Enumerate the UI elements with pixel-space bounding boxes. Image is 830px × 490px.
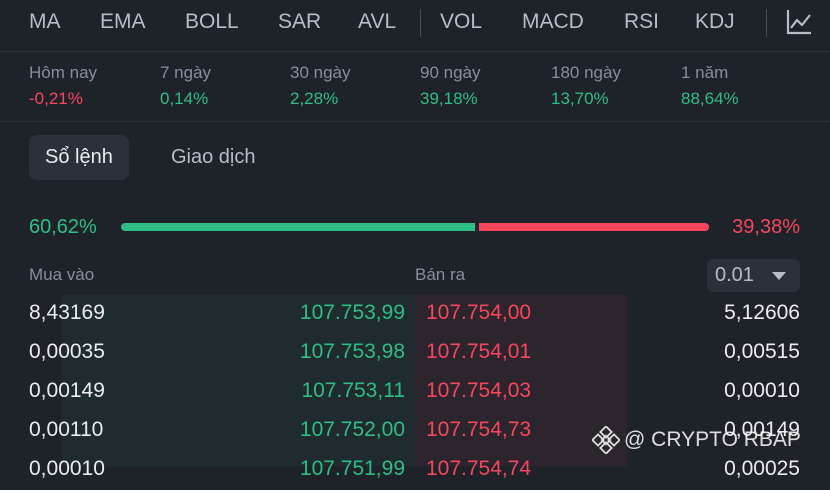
perf-value: 39,18% xyxy=(420,89,478,108)
sell-column-header: Bán ra xyxy=(415,265,466,284)
perf-label: 180 ngày xyxy=(551,63,621,82)
performance-summary: Hôm nay -0,21% 7 ngày 0,14% 30 ngày 2,28… xyxy=(0,52,830,122)
bid-depth-shade xyxy=(62,295,415,466)
perf-value: -0,21% xyxy=(29,89,83,108)
ask-price[interactable]: 107.754,74 xyxy=(426,457,532,480)
ask-depth-shade xyxy=(415,295,627,466)
precision-value: 0.01 xyxy=(715,264,754,286)
perf-value: 88,64% xyxy=(681,89,739,108)
indicator-avl[interactable]: AVL xyxy=(358,10,397,33)
perf-90d: 90 ngày 39,18% xyxy=(420,63,481,109)
perf-value: 0,14% xyxy=(160,89,209,108)
indicator-divider xyxy=(420,9,421,37)
watermark-text: @ CRYPTO RBAP xyxy=(624,428,801,451)
perf-7d: 7 ngày 0,14% xyxy=(160,63,211,109)
orderbook-row[interactable]: 0,00110 107.752,00 107.754,73 0,00149 xyxy=(0,412,830,451)
sell-ratio-fill xyxy=(479,223,709,231)
bid-quantity: 0,00010 xyxy=(29,457,105,480)
perf-1y: 1 năm 88,64% xyxy=(681,63,739,109)
bid-quantity: 8,43169 xyxy=(29,301,105,324)
bid-quantity: 0,00035 xyxy=(29,340,105,363)
ask-price[interactable]: 107.754,01 xyxy=(426,340,532,363)
orderbook-row[interactable]: 8,43169 107.753,99 107.754,00 5,12606 xyxy=(0,295,830,334)
caret-down-icon xyxy=(772,272,786,280)
watermark: @ CRYPTO RBAP xyxy=(592,426,801,454)
perf-today: Hôm nay -0,21% xyxy=(29,63,97,109)
indicator-kdj[interactable]: KDJ xyxy=(695,10,735,33)
perf-value: 2,28% xyxy=(290,89,339,108)
indicator-bar: MA EMA BOLL SAR AVL VOL MACD RSI KDJ xyxy=(0,0,830,52)
buy-ratio-fill xyxy=(121,223,475,231)
perf-label: 90 ngày xyxy=(420,63,481,82)
perf-30d: 30 ngày 2,28% xyxy=(290,63,351,109)
bid-quantity: 0,00110 xyxy=(29,418,104,441)
tab-trades[interactable]: Giao dịch xyxy=(171,146,256,168)
indicator-divider xyxy=(766,9,767,37)
ask-quantity: 0,00010 xyxy=(724,379,800,402)
bid-price[interactable]: 107.752,00 xyxy=(299,418,405,441)
bid-quantity: 0,00149 xyxy=(29,379,105,402)
ask-price[interactable]: 107.754,73 xyxy=(426,418,532,441)
indicator-macd[interactable]: MACD xyxy=(522,10,584,33)
indicator-ma[interactable]: MA xyxy=(29,10,61,33)
buy-column-header: Mua vào xyxy=(29,265,95,284)
binance-logo-icon xyxy=(592,426,620,454)
ask-quantity: 0,00025 xyxy=(724,457,800,480)
ask-quantity: 0,00515 xyxy=(724,340,800,363)
bid-price[interactable]: 107.753,98 xyxy=(299,340,405,363)
ask-quantity: 0,00149 xyxy=(724,418,800,441)
orderbook-row[interactable]: 0,00149 107.753,11 107.754,03 0,00010 xyxy=(0,373,830,412)
perf-label: 1 năm xyxy=(681,63,729,82)
chart-settings-icon[interactable] xyxy=(785,8,813,36)
tab-order-book[interactable]: Sổ lệnh xyxy=(29,135,129,180)
bid-price[interactable]: 107.753,99 xyxy=(299,301,405,324)
perf-label: 30 ngày xyxy=(290,63,351,82)
perf-180d: 180 ngày 13,70% xyxy=(551,63,621,109)
ask-price[interactable]: 107.754,03 xyxy=(426,379,532,402)
indicator-vol[interactable]: VOL xyxy=(440,10,483,33)
buy-sell-ratio-bar xyxy=(121,223,709,231)
indicator-sar[interactable]: SAR xyxy=(278,10,322,33)
perf-label: 7 ngày xyxy=(160,63,212,82)
bid-price[interactable]: 107.753,11 xyxy=(301,379,405,402)
indicator-ema[interactable]: EMA xyxy=(100,10,146,33)
indicator-rsi[interactable]: RSI xyxy=(624,10,660,33)
precision-dropdown[interactable]: 0.01 xyxy=(707,259,800,292)
perf-value: 13,70% xyxy=(551,89,609,108)
buy-ratio-label: 60,62% xyxy=(29,216,97,238)
orderbook-row[interactable]: 0,00035 107.753,98 107.754,01 0,00515 xyxy=(0,334,830,373)
ask-quantity: 5,12606 xyxy=(724,301,800,324)
perf-label: Hôm nay xyxy=(29,63,98,82)
indicator-boll[interactable]: BOLL xyxy=(185,10,239,33)
ask-price[interactable]: 107.754,00 xyxy=(426,301,532,324)
bid-price[interactable]: 107.751,99 xyxy=(299,457,405,480)
sell-ratio-label: 39,38% xyxy=(732,216,800,238)
orderbook-row[interactable]: 0,00010 107.751,99 107.754,74 0,00025 xyxy=(0,451,830,490)
